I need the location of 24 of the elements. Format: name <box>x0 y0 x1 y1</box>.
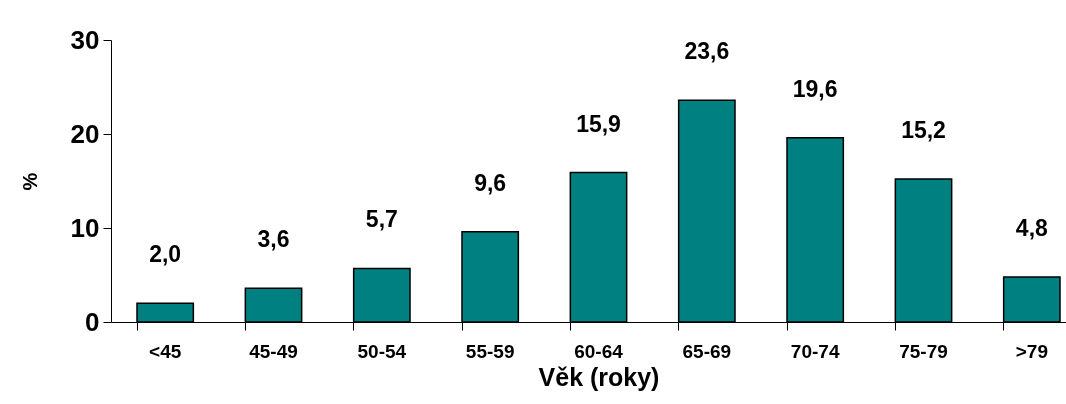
x-tick-label: >79 <box>1015 340 1048 362</box>
x-tick-label: <45 <box>149 340 182 362</box>
data-label: 2,0 <box>149 241 182 268</box>
data-label: 19,6 <box>792 75 838 102</box>
x-tick-label: 45-49 <box>249 340 298 362</box>
data-label: 3,6 <box>257 226 290 253</box>
data-label: 15,2 <box>901 117 946 144</box>
y-tick-label: 10 <box>70 212 100 243</box>
x-tick-label: 55-59 <box>465 340 515 362</box>
data-label: 4,8 <box>1015 214 1049 241</box>
y-tick-label: 20 <box>70 118 100 149</box>
data-label: 23,6 <box>684 38 730 65</box>
x-tick-label: 75-79 <box>899 340 948 362</box>
y-tick-label: 30 <box>70 24 100 55</box>
y-axis-title: % <box>18 172 41 191</box>
x-tick-label: 65-69 <box>682 340 732 362</box>
y-tick-label: 0 <box>85 306 100 337</box>
x-tick-label: 50-54 <box>357 340 407 362</box>
x-tick-label: 70-74 <box>790 340 840 362</box>
data-label: 15,9 <box>576 110 621 137</box>
x-axis-title: Věk (roky) <box>538 362 660 391</box>
x-tick-label: 60-64 <box>574 340 624 362</box>
data-label: 9,6 <box>474 169 507 196</box>
data-label: 5,7 <box>365 206 398 233</box>
